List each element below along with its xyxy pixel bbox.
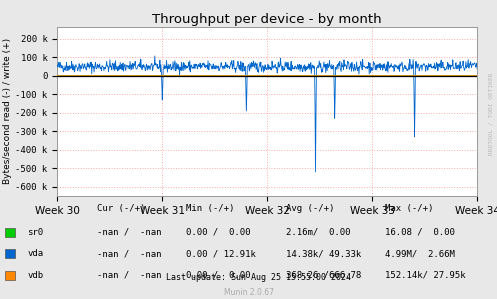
Text: Last update: Sun Aug 25 15:55:00 2024: Last update: Sun Aug 25 15:55:00 2024 [166,273,351,282]
Text: 14.38k/ 49.33k: 14.38k/ 49.33k [286,249,361,258]
Text: -nan /  -nan: -nan / -nan [97,249,162,258]
Text: RRDTOOL / TOBI OETIKER: RRDTOOL / TOBI OETIKER [489,72,494,155]
Text: Min (-/+): Min (-/+) [186,204,235,213]
Text: 16.08 /  0.00: 16.08 / 0.00 [385,228,455,237]
Y-axis label: Bytes/second read (-) / write (+): Bytes/second read (-) / write (+) [3,38,12,184]
Text: 4.99M/  2.66M: 4.99M/ 2.66M [385,249,455,258]
Text: 0.00 /  0.00: 0.00 / 0.00 [186,228,251,237]
Text: 0.00 /  0.00: 0.00 / 0.00 [186,271,251,280]
Text: Munin 2.0.67: Munin 2.0.67 [224,289,273,298]
Text: Max (-/+): Max (-/+) [385,204,433,213]
Title: Throughput per device - by month: Throughput per device - by month [152,13,382,26]
Text: 368.26 /666.78: 368.26 /666.78 [286,271,361,280]
Text: 2.16m/  0.00: 2.16m/ 0.00 [286,228,350,237]
Text: -nan /  -nan: -nan / -nan [97,228,162,237]
Text: vda: vda [27,249,43,258]
Text: -nan /  -nan: -nan / -nan [97,271,162,280]
Text: Avg (-/+): Avg (-/+) [286,204,334,213]
Text: Cur (-/+): Cur (-/+) [97,204,145,213]
Text: vdb: vdb [27,271,43,280]
Text: 0.00 / 12.91k: 0.00 / 12.91k [186,249,256,258]
Text: sr0: sr0 [27,228,43,237]
Text: 152.14k/ 27.95k: 152.14k/ 27.95k [385,271,466,280]
